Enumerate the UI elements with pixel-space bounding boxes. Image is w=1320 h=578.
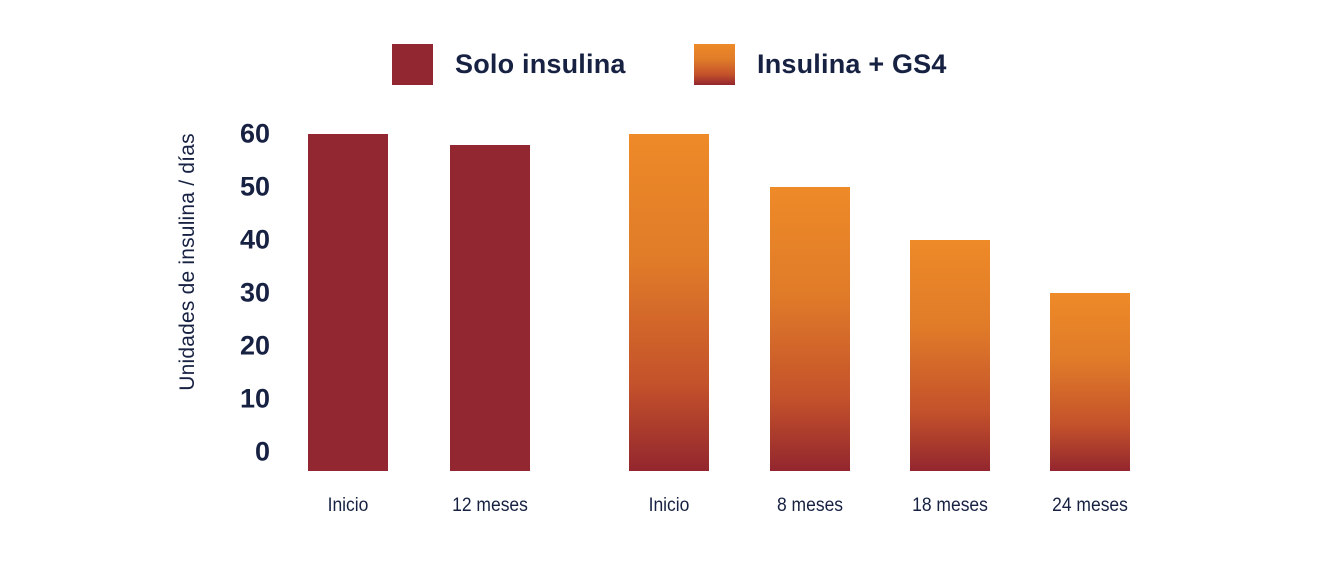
x-label-inicio: Inicio bbox=[327, 495, 369, 516]
y-tick-50: 50 bbox=[239, 171, 270, 202]
x-label-8-meses: 8 meses bbox=[776, 495, 844, 516]
y-tick-10: 10 bbox=[239, 383, 270, 414]
bar-insulina-gs4-18-meses bbox=[910, 240, 990, 471]
legend-swatch-insulina-gs4 bbox=[694, 44, 735, 85]
x-label-12-meses: 12 meses bbox=[452, 495, 528, 516]
legend-label-solo-insulina: Solo insulina bbox=[455, 49, 626, 79]
y-tick-0: 0 bbox=[254, 436, 270, 467]
y-tick-60: 60 bbox=[239, 118, 270, 149]
legend-label-insulina-gs4: Insulina + GS4 bbox=[757, 49, 947, 79]
x-label-24-meses: 24 meses bbox=[1052, 495, 1128, 516]
bar-insulina-gs4-inicio bbox=[629, 134, 709, 471]
bar-solo-insulina-12-meses bbox=[450, 144, 530, 471]
bar-insulina-gs4-24-meses bbox=[1050, 293, 1130, 471]
y-tick-40: 40 bbox=[239, 224, 270, 255]
legend-swatch-solo-insulina bbox=[392, 44, 433, 85]
bar-solo-insulina-inicio bbox=[308, 134, 388, 471]
legend-item-solo-insulina: Solo insulina bbox=[392, 44, 626, 85]
y-tick-20: 20 bbox=[239, 330, 270, 361]
legend-item-insulina-gs4: Insulina + GS4 bbox=[694, 44, 947, 85]
bar-insulina-gs4-8-meses bbox=[770, 187, 850, 471]
y-tick-30: 30 bbox=[239, 277, 270, 308]
x-label-18-meses: 18 meses bbox=[912, 495, 988, 516]
x-label-inicio: Inicio bbox=[648, 495, 690, 516]
